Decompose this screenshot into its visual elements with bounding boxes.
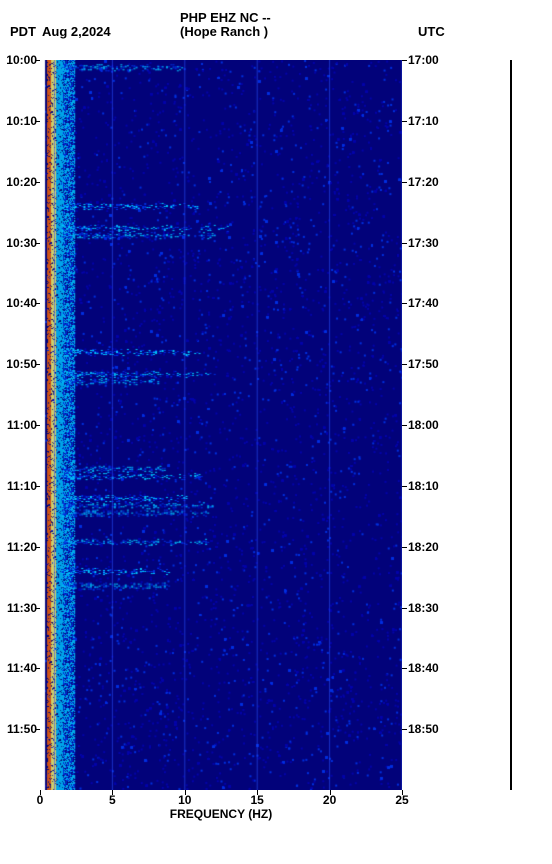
y-tick-left: 10:10	[0, 114, 37, 128]
y-tick-left: 11:30	[0, 601, 37, 615]
y-tick-mark	[35, 729, 40, 730]
x-tick: 5	[109, 793, 116, 807]
station-id: PHP EHZ NC --	[180, 10, 271, 25]
y-tick-mark	[35, 608, 40, 609]
y-tick-left: 10:20	[0, 175, 37, 189]
x-tick-mark	[257, 790, 258, 795]
x-tick-mark	[402, 790, 403, 795]
y-tick-mark	[35, 60, 40, 61]
y-tick-mark	[35, 182, 40, 183]
y-tick-mark-right	[402, 729, 407, 730]
date: Aug 2,2024	[42, 24, 111, 39]
station-name: (Hope Ranch )	[180, 24, 268, 39]
y-tick-right: 18:30	[408, 601, 458, 615]
x-tick: 0	[37, 793, 44, 807]
y-tick-mark	[35, 547, 40, 548]
x-tick: 10	[178, 793, 191, 807]
x-axis-label: FREQUENCY (HZ)	[40, 807, 402, 821]
y-tick-mark	[35, 425, 40, 426]
y-tick-left: 10:00	[0, 53, 37, 67]
x-tick: 20	[323, 793, 336, 807]
y-tick-mark-right	[402, 243, 407, 244]
y-tick-right: 18:50	[408, 722, 458, 736]
y-tick-mark-right	[402, 60, 407, 61]
y-tick-left: 11:50	[0, 722, 37, 736]
spectrogram-canvas	[40, 60, 402, 790]
y-tick-mark	[35, 243, 40, 244]
y-tick-mark-right	[402, 121, 407, 122]
y-tick-left: 10:40	[0, 296, 37, 310]
timezone-right: UTC	[418, 24, 445, 39]
y-tick-left: 11:00	[0, 418, 37, 432]
spectrogram-figure: PDT Aug 2,2024 PHP EHZ NC -- (Hope Ranch…	[0, 0, 552, 864]
y-tick-left: 10:50	[0, 357, 37, 371]
y-tick-right: 18:40	[408, 661, 458, 675]
spectrogram-plot	[40, 60, 402, 790]
y-tick-left: 11:40	[0, 661, 37, 675]
y-tick-left: 11:20	[0, 540, 37, 554]
y-tick-left: 10:30	[0, 236, 37, 250]
y-tick-right: 17:50	[408, 357, 458, 371]
y-tick-right: 18:20	[408, 540, 458, 554]
y-tick-mark	[35, 486, 40, 487]
y-tick-mark-right	[402, 303, 407, 304]
y-tick-mark-right	[402, 182, 407, 183]
y-tick-mark	[35, 303, 40, 304]
y-tick-right: 18:10	[408, 479, 458, 493]
y-tick-mark	[35, 364, 40, 365]
y-tick-mark-right	[402, 486, 407, 487]
y-tick-right: 17:10	[408, 114, 458, 128]
y-tick-mark	[35, 121, 40, 122]
x-tick-mark	[112, 790, 113, 795]
y-tick-mark-right	[402, 364, 407, 365]
y-tick-mark	[35, 668, 40, 669]
y-tick-right: 18:00	[408, 418, 458, 432]
y-tick-mark-right	[402, 668, 407, 669]
y-tick-mark-right	[402, 425, 407, 426]
y-tick-right: 17:40	[408, 296, 458, 310]
y-tick-mark-right	[402, 547, 407, 548]
y-tick-right: 17:20	[408, 175, 458, 189]
x-tick: 15	[251, 793, 264, 807]
y-tick-left: 11:10	[0, 479, 37, 493]
y-ticks-left: 10:0010:1010:2010:3010:4010:5011:0011:10…	[0, 60, 37, 790]
y-tick-right: 17:30	[408, 236, 458, 250]
color-scale-bar	[510, 60, 512, 790]
x-tick: 25	[395, 793, 408, 807]
x-tick-mark	[185, 790, 186, 795]
x-tick-mark	[40, 790, 41, 795]
y-ticks-right: 17:0017:1017:2017:3017:4017:5018:0018:10…	[408, 60, 468, 790]
y-tick-right: 17:00	[408, 53, 458, 67]
x-tick-mark	[330, 790, 331, 795]
timezone-left: PDT	[10, 24, 36, 39]
y-tick-mark-right	[402, 608, 407, 609]
